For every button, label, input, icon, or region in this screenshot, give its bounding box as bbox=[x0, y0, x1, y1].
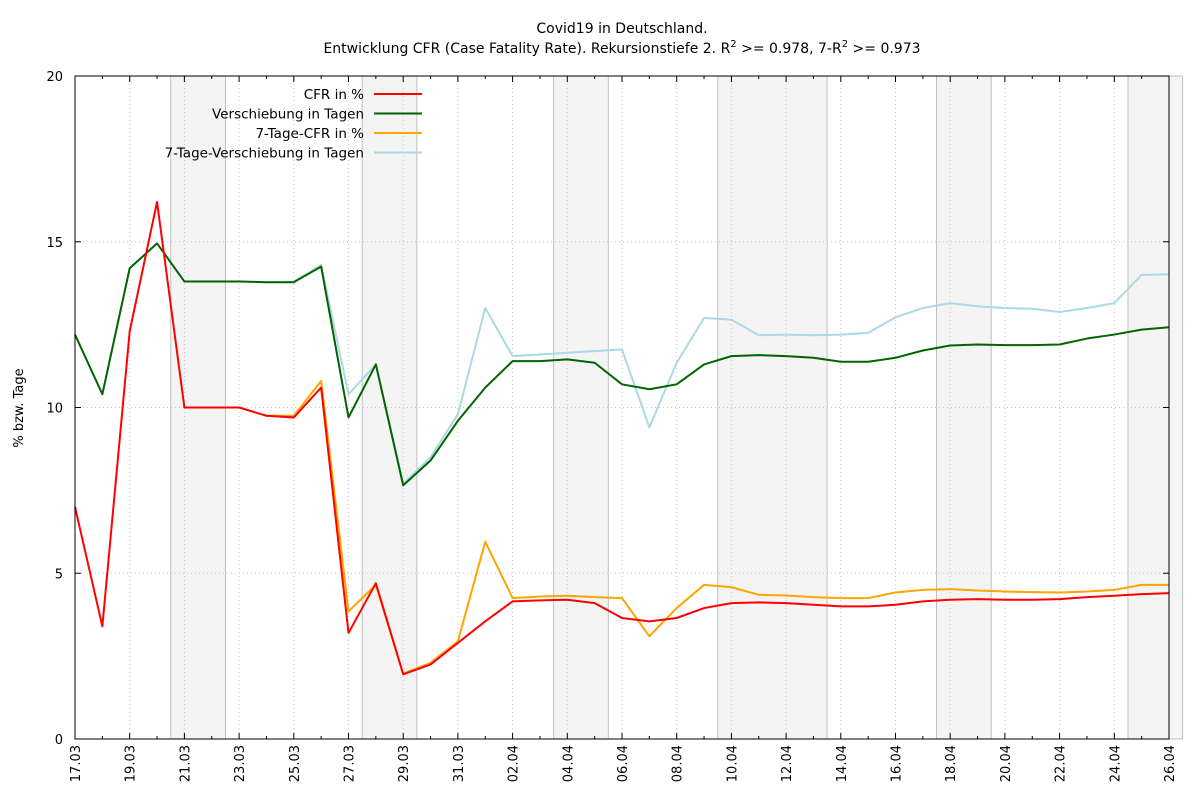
weekend-band-2 bbox=[553, 75, 609, 740]
series-line-3 bbox=[266, 263, 1170, 485]
x-tick-label-04.04: 04.04 bbox=[561, 745, 576, 782]
series-line-2 bbox=[266, 379, 1169, 675]
x-tick-label-27.03: 27.03 bbox=[343, 745, 358, 782]
x-tick-label-02.04: 02.04 bbox=[507, 745, 522, 782]
x-tick-label-20.04: 20.04 bbox=[999, 745, 1014, 782]
x-tick-label-17.03: 17.03 bbox=[69, 745, 84, 782]
y-tick-label-5: 5 bbox=[55, 567, 63, 582]
x-tick-label-12.04: 12.04 bbox=[780, 745, 795, 782]
x-tick-label-23.03: 23.03 bbox=[233, 745, 248, 782]
x-tick-label-21.03: 21.03 bbox=[178, 745, 193, 782]
x-tick-label-08.04: 08.04 bbox=[671, 745, 686, 782]
x-tick-label-25.03: 25.03 bbox=[288, 745, 303, 782]
x-tick-label-14.04: 14.04 bbox=[835, 745, 850, 782]
x-tick-label-29.03: 29.03 bbox=[397, 745, 412, 782]
title-sup-1: 2 bbox=[730, 39, 736, 50]
weekend-band-1 bbox=[361, 75, 418, 740]
y-tick-label-20: 20 bbox=[46, 70, 63, 85]
series-line-1 bbox=[74, 242, 1170, 487]
weekend-band-3 bbox=[717, 75, 828, 740]
title-part-1: Entwicklung CFR (Case Fatality Rate). Re… bbox=[323, 41, 730, 57]
legend-label-1: Verschiebung in Tagen bbox=[212, 107, 364, 123]
x-tick-label-16.04: 16.04 bbox=[890, 745, 905, 782]
series-line-0 bbox=[74, 200, 1170, 676]
legend-label-0: CFR in % bbox=[304, 87, 364, 103]
title-sup-2: 2 bbox=[842, 39, 848, 50]
y-tick-label-15: 15 bbox=[46, 236, 63, 251]
title-part-3: >= 0.973 bbox=[848, 41, 920, 57]
legend-label-3: 7-Tage-Verschiebung in Tagen bbox=[165, 146, 364, 162]
y-tick-label-0: 0 bbox=[55, 733, 63, 748]
y-tick-label-10: 10 bbox=[46, 402, 63, 417]
x-tick-label-18.04: 18.04 bbox=[944, 745, 959, 782]
title-part-2: >= 0.978, 7-R bbox=[737, 41, 842, 57]
y-axis-ticks: 0 5 10 15 20 bbox=[46, 70, 1169, 748]
chart-title-line2: Entwicklung CFR (Case Fatality Rate). Re… bbox=[323, 39, 920, 57]
x-tick-label-22.04: 22.04 bbox=[1054, 745, 1069, 782]
legend: CFR in % Verschiebung in Tagen 7-Tage-CFR … bbox=[165, 87, 422, 162]
x-tick-label-31.03: 31.03 bbox=[452, 745, 467, 782]
series-lines bbox=[74, 200, 1170, 676]
x-tick-label-19.03: 19.03 bbox=[124, 745, 139, 782]
legend-label-2: 7-Tage-CFR in % bbox=[255, 126, 364, 142]
y-axis-label: % bzw. Tage bbox=[12, 368, 27, 447]
chart-title-line1: Covid19 in Deutschland. bbox=[536, 21, 707, 37]
x-tick-label-06.04: 06.04 bbox=[616, 745, 631, 782]
x-axis-ticks: 17.03 19.03 21.03 23.03 25.03 27.03 29.03 31.03… bbox=[69, 76, 1178, 782]
grid-lines bbox=[75, 76, 1169, 739]
x-tick-label-26.04: 26.04 bbox=[1163, 745, 1178, 782]
x-tick-label-24.04: 24.04 bbox=[1108, 745, 1123, 782]
x-tick-label-10.04: 10.04 bbox=[725, 745, 740, 782]
